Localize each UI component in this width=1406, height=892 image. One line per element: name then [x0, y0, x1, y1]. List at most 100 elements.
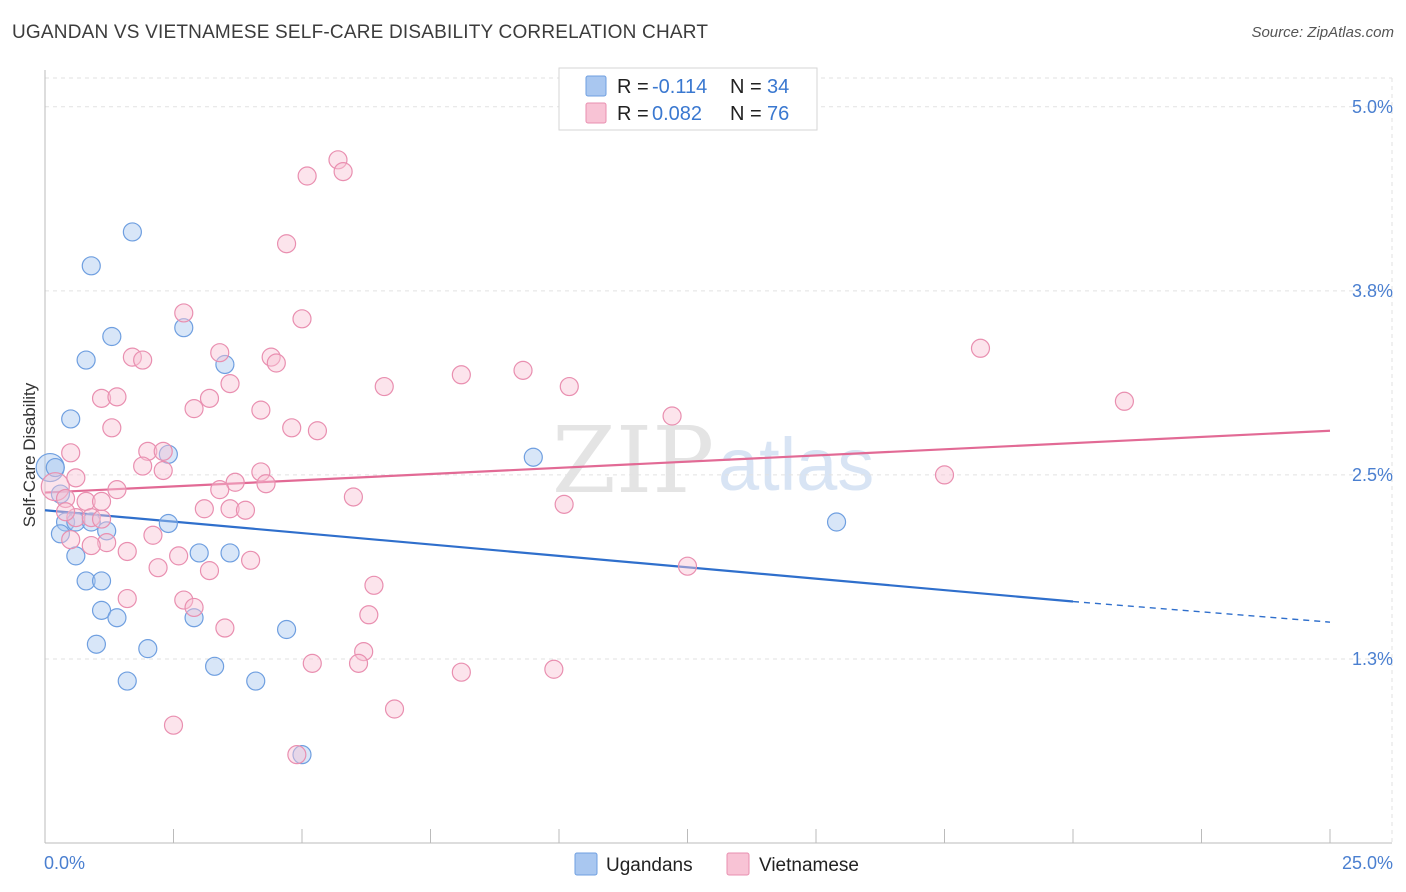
point-vietnamese [451, 662, 471, 682]
point-vietnamese [287, 745, 307, 765]
point-vietnamese [61, 530, 81, 550]
point-vietnamese [102, 418, 122, 438]
point-ugandans [220, 543, 240, 563]
point-vietnamese [55, 502, 76, 522]
point-ugandans [158, 513, 178, 534]
point-vietnamese [225, 472, 245, 492]
point-vietnamese [148, 558, 168, 578]
point-vietnamese [343, 487, 363, 507]
point-vietnamese [210, 343, 230, 363]
point-vietnamese [184, 597, 204, 618]
point-vietnamese [354, 641, 374, 662]
point-vietnamese [133, 456, 153, 476]
trend-line-vietnamese [44, 429, 1331, 494]
legend-n-value: 34 [767, 76, 789, 98]
legend-n-label: N = [730, 103, 762, 125]
point-vietnamese [1114, 391, 1135, 411]
point-vietnamese [143, 525, 163, 545]
point-vietnamese [81, 508, 101, 528]
legend-bottom: Ugandans Vietnamese [574, 852, 859, 876]
legend-swatch-ugandans [585, 75, 607, 97]
point-vietnamese [266, 353, 286, 373]
point-ugandans [76, 571, 96, 591]
point-vietnamese [174, 590, 194, 610]
point-vietnamese [220, 499, 240, 519]
point-vietnamese [220, 374, 240, 394]
legend-r-value: -0.114 [652, 76, 707, 98]
point-ugandans [276, 619, 297, 640]
y-axis-label: Self-Care Disability [20, 382, 39, 527]
point-vietnamese [184, 399, 204, 419]
point-ugandans [55, 512, 76, 532]
point-vietnamese [215, 618, 235, 638]
point-vietnamese [199, 388, 220, 408]
source-credit: Source: ZipAtlas.com [1251, 24, 1394, 41]
point-vietnamese [662, 406, 682, 426]
point-vietnamese [174, 303, 194, 323]
point-vietnamese [559, 376, 579, 397]
point-ugandans [61, 409, 81, 429]
point-ugandans [45, 457, 65, 478]
point-vietnamese [677, 556, 698, 576]
legend-bottom-label-vietnamese: Vietnamese [759, 855, 859, 876]
point-ugandans [826, 512, 847, 532]
x-tick-labels: 0.0% 25.0% [44, 853, 1393, 873]
legend-n-value: 76 [767, 103, 789, 125]
point-ugandans [174, 318, 194, 338]
point-vietnamese [241, 550, 261, 570]
point-vietnamese [199, 561, 220, 581]
legend-r-label: R = [617, 103, 649, 125]
point-vietnamese [91, 491, 112, 512]
legend-swatch-vietnamese [585, 102, 607, 124]
legend-top: R = -0.114 N = 34 R = 0.082 N = 76 [558, 67, 818, 131]
point-vietnamese [55, 488, 76, 509]
point-ugandans [91, 571, 112, 591]
point-ugandans [523, 447, 543, 467]
y-tick-label: 5.0% [1352, 97, 1393, 117]
point-vietnamese [348, 653, 369, 673]
point-vietnamese [251, 462, 271, 482]
point-vietnamese [307, 421, 328, 441]
data-points [35, 150, 1135, 765]
point-vietnamese [107, 387, 127, 407]
y-tick-label: 3.8% [1352, 281, 1393, 301]
trend-line-ugandans-extension [1072, 600, 1331, 623]
point-vietnamese [544, 659, 564, 679]
x-tick-label-min: 0.0% [44, 853, 85, 873]
point-ugandans [66, 512, 86, 532]
point-vietnamese [302, 653, 322, 673]
legend-bottom-swatch-ugandans [574, 852, 598, 876]
y-tick-label: 2.5% [1352, 465, 1393, 485]
point-vietnamese [66, 508, 86, 528]
point-vietnamese [66, 468, 86, 488]
watermark-atlas: atlas [718, 423, 874, 506]
point-ugandans [215, 354, 235, 375]
point-ugandans [86, 634, 107, 654]
point-vietnamese [451, 365, 471, 385]
point-vietnamese [61, 443, 81, 463]
point-ugandans [107, 608, 127, 628]
y-tick-labels: 1.3% 2.5% 3.8% 5.0% [1352, 97, 1393, 669]
point-ugandans [50, 524, 71, 544]
point-ugandans [81, 256, 101, 276]
point-vietnamese [40, 472, 70, 502]
point-vietnamese [91, 509, 112, 529]
point-vietnamese [138, 441, 158, 461]
legend-bottom-label-ugandans: Ugandans [606, 855, 693, 876]
point-ugandans [91, 600, 112, 620]
point-vietnamese [554, 494, 574, 514]
point-ugandans [102, 326, 122, 347]
point-vietnamese [117, 588, 137, 609]
point-vietnamese [970, 338, 991, 358]
point-ugandans [117, 671, 137, 691]
point-ugandans [122, 222, 142, 242]
chart-title: UGANDAN VS VIETNAMESE SELF-CARE DISABILI… [12, 22, 709, 43]
point-vietnamese [235, 500, 256, 520]
watermark: ZIP atlas [552, 407, 874, 514]
point-vietnamese [107, 480, 127, 500]
point-vietnamese [384, 699, 405, 719]
point-vietnamese [117, 541, 137, 562]
point-vietnamese [364, 575, 384, 595]
y-tick-label: 1.3% [1352, 649, 1393, 669]
point-vietnamese [333, 161, 353, 182]
